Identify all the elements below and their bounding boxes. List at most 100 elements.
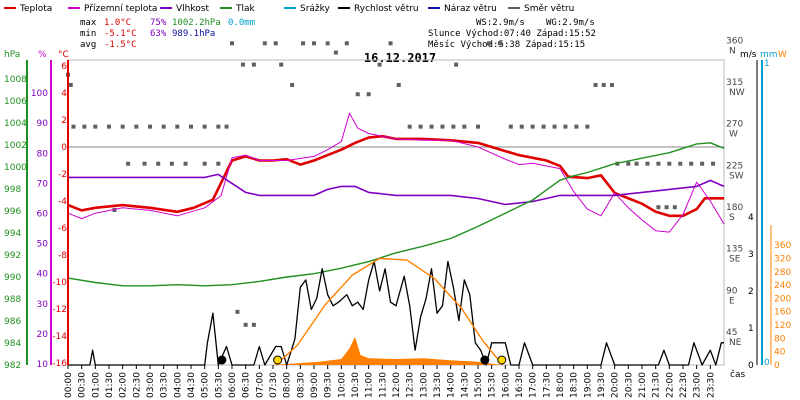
wind-direction-point <box>148 124 152 129</box>
wind-direction-point <box>377 62 382 67</box>
direction-tick: 45 <box>726 328 737 338</box>
pressure-tick: 1008 <box>4 75 27 85</box>
direction-tick: 180 <box>726 203 743 213</box>
series-sluneční-záření <box>275 257 504 366</box>
temperature-tick: 4 <box>61 89 67 99</box>
pressure-tick: 994 <box>4 229 21 239</box>
wind-direction-point <box>462 124 467 129</box>
moon-rise-marker <box>217 355 227 365</box>
rain-unit: mm <box>760 50 778 60</box>
wind-tick: 0 <box>748 361 754 371</box>
wind-direction-point <box>678 161 683 166</box>
solar-tick: 0 <box>774 361 780 371</box>
direction-label: SW <box>729 171 744 181</box>
x-tick-label: 03:00 <box>146 372 156 398</box>
wind-direction-point <box>700 161 705 166</box>
wind-direction-point <box>251 322 256 327</box>
sun-set-marker <box>497 355 507 365</box>
wind-direction-point <box>530 124 535 129</box>
x-tick-label: 13:00 <box>419 372 429 398</box>
wind-direction-point <box>552 124 557 129</box>
wind-direction-point <box>634 161 639 166</box>
wind-direction-point <box>344 41 349 46</box>
stats-avg-temp: -1.5°C <box>104 40 137 50</box>
wind-direction-point <box>440 124 445 129</box>
wind-direction-point <box>216 161 221 166</box>
x-tick-label: 00:30 <box>78 372 88 398</box>
legend-label-5: Rychlost větru <box>354 4 419 14</box>
pressure-tick: 992 <box>4 251 21 261</box>
stats-min-press: 989.1hPa <box>172 29 215 39</box>
wind-direction-point <box>497 41 502 46</box>
x-tick-label: 22:00 <box>665 372 675 398</box>
pressure-tick: 982 <box>4 361 21 371</box>
axes: hPa% °C1008100610041002100099899699499299… <box>4 36 791 398</box>
stats-header: max 1.0°C 75% 1002.2hPa 0.0mm min -5.1°C… <box>80 18 596 50</box>
x-tick-label: 19:30 <box>597 372 607 398</box>
x-axis-label: čas <box>730 369 745 380</box>
x-tick-label: 09:30 <box>324 372 334 398</box>
humidity-tick: 80 <box>37 149 49 159</box>
wind-direction-point <box>230 41 234 46</box>
wind-direction-point <box>388 41 393 46</box>
wind-direction-point <box>407 124 412 129</box>
x-tick-label: 19:00 <box>583 372 593 398</box>
direction-label: NW <box>729 88 745 98</box>
wind-direction-point <box>626 161 631 166</box>
x-tick-label: 18:00 <box>556 372 566 398</box>
x-tick-label: 10:00 <box>337 372 347 398</box>
legend: Teplota Přízemní teplota Vlhkost Tlak Srážky… <box>4 4 574 14</box>
x-tick-label: 03:30 <box>160 372 170 398</box>
wind-direction-point <box>224 124 229 129</box>
x-tick-label: 04:30 <box>187 372 197 398</box>
direction-label: NE <box>729 338 742 348</box>
wind-direction-point <box>418 124 423 129</box>
x-tick-label: 04:00 <box>173 372 183 398</box>
direction-tick: 270 <box>726 120 743 130</box>
x-tick-label: 11:30 <box>378 372 388 398</box>
x-tick-label: 06:30 <box>242 372 252 398</box>
plot-frame <box>67 59 725 366</box>
stats-max-hum: 75% <box>150 18 167 28</box>
stats-max-temp: 1.0°C <box>104 18 131 28</box>
wind-direction-point <box>656 161 661 166</box>
direction-tick: 360 <box>726 36 743 46</box>
wind-direction-point <box>333 50 338 55</box>
wind-direction-point <box>126 161 131 166</box>
temperature-tick: -14 <box>52 332 67 342</box>
wind-unit: m/s <box>740 50 757 60</box>
pressure-tick: 996 <box>4 207 21 217</box>
humidity-tick: 90 <box>37 119 49 129</box>
wind-direction-point <box>71 124 76 129</box>
x-tick-label: 05:30 <box>214 372 224 398</box>
pressure-tick: 1004 <box>4 119 27 129</box>
wind-direction-point <box>574 124 579 129</box>
humidity-tick: 70 <box>37 179 49 189</box>
wind-direction-point <box>202 161 207 166</box>
wind-tick: 3 <box>748 250 754 260</box>
temperature-tick: -16 <box>52 359 67 369</box>
wind-direction-point <box>183 161 188 166</box>
pressure-tick: 984 <box>4 339 21 349</box>
solar-unit: W <box>778 50 787 60</box>
x-tick-label: 14:00 <box>447 372 457 398</box>
x-tick-label: 12:00 <box>392 372 402 398</box>
wind-direction-point <box>656 205 661 210</box>
wind-direction-point <box>476 124 480 129</box>
direction-tick: 90 <box>726 286 738 296</box>
solar-tick: 360 <box>774 241 791 251</box>
moon-times: Měsíc Východ:5:38 Západ:15:15 <box>428 40 585 50</box>
wind-direction-point <box>262 41 267 46</box>
wind-direction-point <box>301 41 306 46</box>
wind-direction-point <box>541 124 546 129</box>
wind-direction-point <box>355 92 360 97</box>
wind-direction-point <box>451 124 456 129</box>
x-tick-label: 15:00 <box>474 372 484 398</box>
rain-tick: 1 <box>764 59 770 69</box>
x-tick-label: 17:30 <box>542 372 552 398</box>
chart-title: 16.12.2017 <box>364 51 436 65</box>
direction-tick: 225 <box>726 161 743 171</box>
stats-max-rain: 0.0mm <box>228 18 255 28</box>
x-tick-label: 21:30 <box>652 372 662 398</box>
x-tick-label: 23:00 <box>693 372 703 398</box>
